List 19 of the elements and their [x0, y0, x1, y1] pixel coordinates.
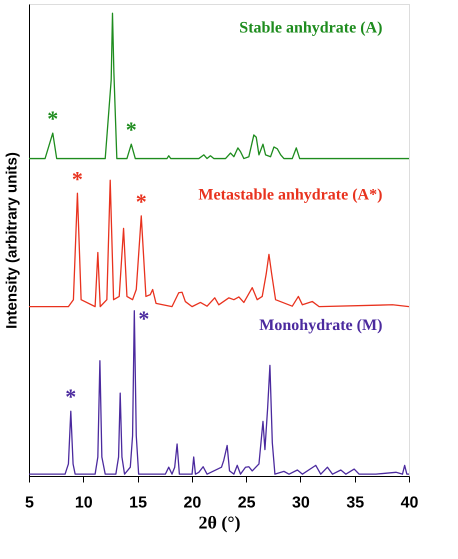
text: Monohydrate (M) — [259, 316, 382, 334]
text: Stable anhydrate (A) — [239, 19, 382, 36]
annotation: * — [138, 306, 150, 331]
annotation: * — [65, 384, 76, 410]
x-tick-label: 35 — [346, 494, 364, 512]
annotation: * — [136, 188, 147, 214]
y-axis-title: Intensity (arbitrary units) — [4, 152, 20, 329]
text: Metastable anhydrate (A*) — [198, 186, 382, 204]
x-tick-label: 5 — [25, 494, 34, 512]
x-tick-label: 30 — [292, 494, 310, 512]
annotation: * — [47, 106, 58, 132]
x-tick-label: 10 — [74, 494, 93, 512]
annotation: * — [72, 166, 83, 192]
x-tick-label: 15 — [129, 494, 148, 512]
x-tick-label: 25 — [238, 494, 256, 512]
x-tick-label: 40 — [400, 494, 418, 512]
annotation: * — [126, 117, 137, 142]
x-axis-title: 2θ (°) — [198, 512, 241, 532]
x-tick-label: 20 — [183, 494, 202, 512]
